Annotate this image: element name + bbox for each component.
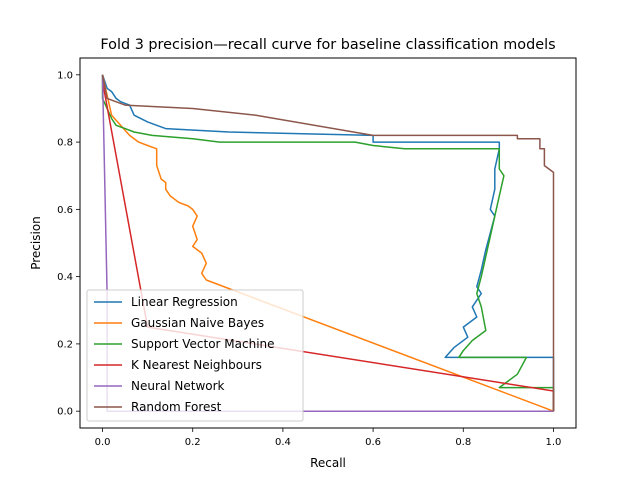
x-tick-label: 1.0 [546,437,562,448]
y-axis-label: Precision [29,216,43,270]
legend-label-1: Gaussian Naive Bayes [131,316,264,330]
legend-label-5: Random Forest [131,400,222,414]
y-tick-label: 0.8 [57,138,73,149]
x-tick-label: 0.6 [365,437,381,448]
legend-label-4: Neural Network [131,379,225,393]
x-tick-label: 0.0 [95,437,111,448]
x-tick-label: 0.2 [185,437,201,448]
x-tick-label: 0.4 [275,437,291,448]
series-line-0 [101,74,555,412]
y-tick-label: 1.0 [57,70,73,81]
x-tick-label: 0.8 [455,437,471,448]
x-axis: 0.0 0.2 0.4 0.6 0.8 1.0 [95,428,562,448]
legend-box [86,289,304,422]
y-tick-label: 0.2 [57,339,73,350]
legend-label-3: K Nearest Neighbours [131,358,262,372]
series-line-1 [101,74,554,412]
chart-title: Fold 3 precision—recall curve for baseli… [100,37,555,53]
y-tick-label: 0.6 [57,205,73,216]
legend: Linear Regression Gaussian Naive Bayes Sup… [86,289,304,422]
y-tick-label: 0.0 [57,407,73,418]
series-line-2 [101,74,555,412]
legend-label-2: Support Vector Machine [131,337,275,351]
x-axis-label: Recall [310,456,346,470]
legend-label-0: Linear Regression [131,295,238,309]
y-axis: 0.0 0.2 0.4 0.6 0.8 1.0 [57,70,80,418]
series-line-5 [101,74,555,412]
plot-frame [79,57,577,429]
y-tick-label: 0.4 [57,272,73,283]
